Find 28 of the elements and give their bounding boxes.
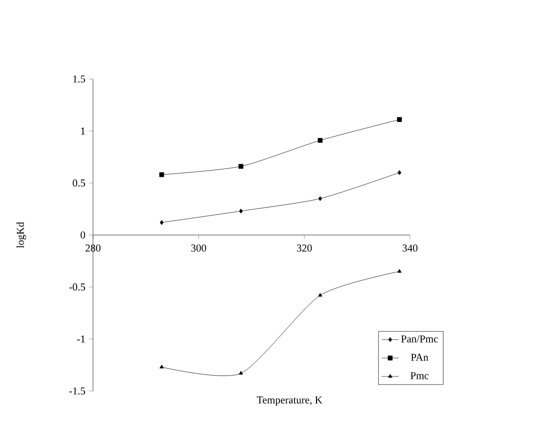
point: [318, 138, 323, 143]
y-axis-title: logKd: [16, 222, 26, 248]
point: [239, 208, 243, 214]
y-tick-label: 0: [80, 231, 86, 239]
x-tick-label: 320: [296, 244, 312, 252]
x-axis-title: Temperature, K: [256, 396, 322, 406]
legend-label: Pmc: [410, 372, 429, 380]
point: [397, 269, 402, 273]
point: [318, 292, 322, 297]
x-tick-label: 300: [191, 244, 206, 252]
point: [160, 220, 164, 225]
point: [238, 164, 244, 169]
point: [318, 196, 322, 201]
point: [160, 364, 164, 368]
point: [159, 172, 164, 178]
y-tick-label: -1.5: [69, 387, 86, 395]
y-tick-label: -1: [77, 336, 85, 342]
y-tick-label: 1: [81, 128, 85, 134]
x-tick-label: 340: [402, 244, 418, 252]
y-tick-label: 0.5: [72, 179, 86, 187]
legend-label: PAn: [410, 354, 428, 361]
y-tick-label: 1.5: [73, 75, 86, 83]
legend-label: Pan/Pmc: [401, 335, 438, 342]
point: [398, 170, 402, 175]
point: [397, 117, 402, 122]
point: [238, 370, 244, 375]
y-tick-label: -0.5: [69, 283, 86, 291]
x-tick-label: 280: [86, 244, 100, 252]
